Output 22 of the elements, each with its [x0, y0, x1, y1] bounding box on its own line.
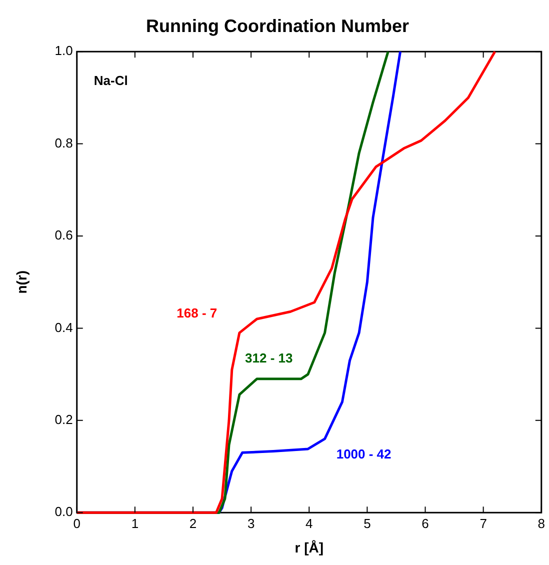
- y-tick-label: 1.0: [54, 43, 73, 58]
- y-tick-label: 0.2: [54, 412, 73, 427]
- x-axis-title: r [Å]: [294, 539, 324, 556]
- x-tick-label: 0: [73, 516, 80, 531]
- y-tick-label: 0.8: [54, 135, 73, 150]
- series-label: 312 - 13: [245, 350, 293, 366]
- y-axis-title: n(r): [13, 270, 30, 294]
- chart-title: Running Coordination Number: [146, 16, 409, 36]
- x-tick-label: 6: [422, 516, 429, 531]
- series-label: 168 - 7: [176, 306, 218, 321]
- y-tick-label: 0.6: [54, 228, 73, 243]
- x-tick-label: 7: [480, 516, 487, 531]
- x-tick-label: 1: [131, 516, 139, 531]
- series-label: 1000 - 42: [336, 446, 392, 462]
- x-tick-label: 4: [306, 516, 313, 531]
- x-tick-label: 3: [247, 516, 255, 531]
- annotation: Na-Cl: [94, 73, 128, 88]
- y-tick-label: 0.4: [54, 320, 73, 335]
- y-tick-label: 0.0: [54, 504, 73, 520]
- x-tick-label: 5: [364, 516, 371, 531]
- x-tick-label: 2: [189, 516, 197, 531]
- x-tick-label: 8: [538, 516, 545, 531]
